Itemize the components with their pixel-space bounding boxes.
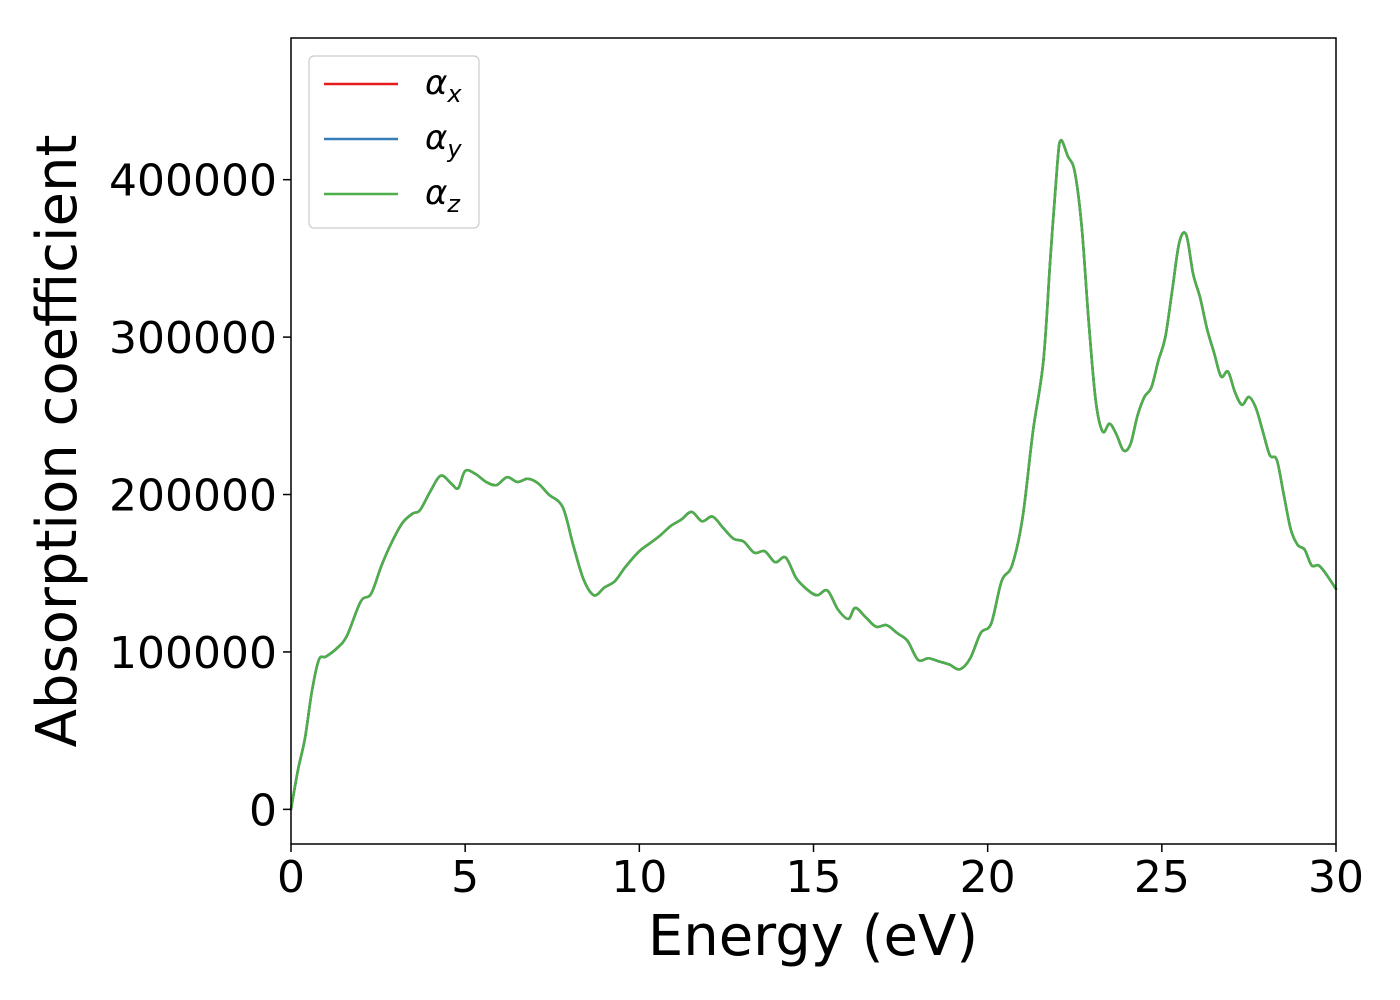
series-line-3 [289,139,1338,811]
x-tick-label: 20 [960,852,1016,903]
x-tick-label: 5 [451,852,479,903]
y-tick-label: 300000 [109,313,277,364]
y-axis: 0 100000 200000 300000 400000 [109,156,291,836]
x-axis-title: Energy (eV) [648,904,978,969]
legend: αx αy αz [308,55,480,229]
x-tick-label: 0 [277,852,305,903]
x-tick-label: 30 [1308,852,1364,903]
legend-box [308,55,480,229]
x-axis: 0 5 10 15 20 25 30 [277,844,1364,903]
y-tick-label: 400000 [109,156,277,207]
legend-label: αy [425,118,462,163]
legend-label: αx [425,63,462,108]
x-tick-label: 15 [786,852,842,903]
y-axis-title: Absorption coefficient [25,135,90,748]
series-layer [289,139,1338,811]
y-tick-label: 100000 [109,628,277,679]
legend-label: αz [425,173,461,218]
x-tick-label: 25 [1134,852,1190,903]
y-tick-label: 200000 [109,471,277,522]
x-tick-label: 10 [611,852,667,903]
y-tick-label: 0 [249,785,277,836]
